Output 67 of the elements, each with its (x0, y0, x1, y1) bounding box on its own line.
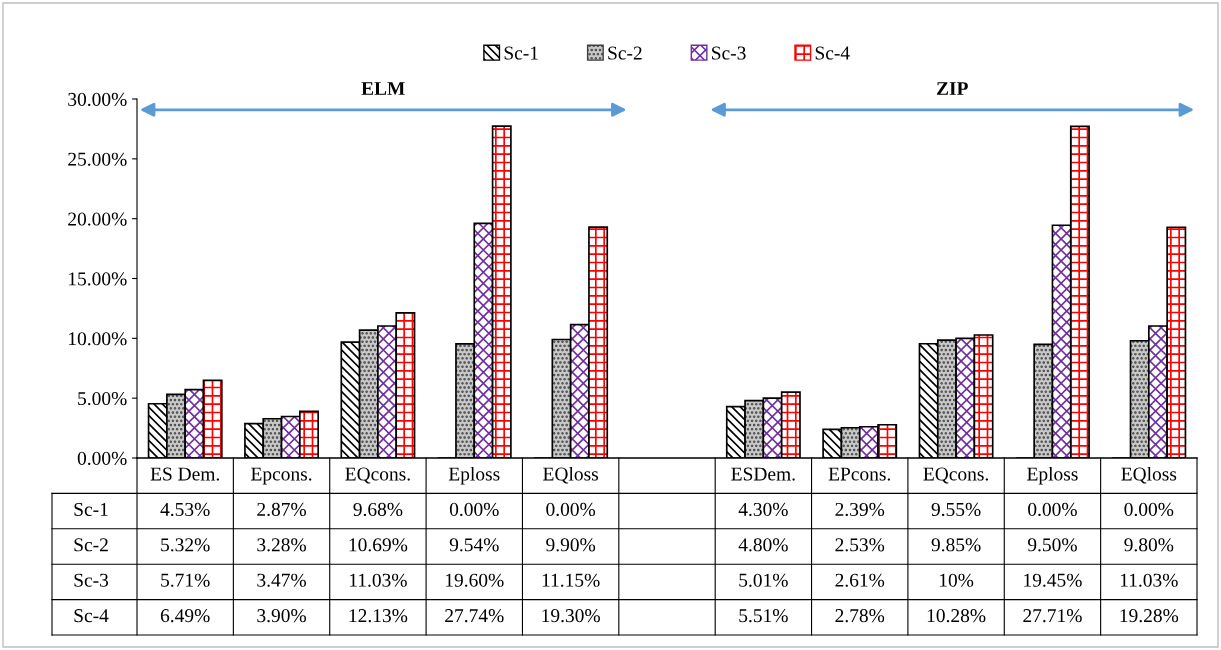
data-label: 0.00% (449, 502, 499, 517)
legend-label: Sc-4 (815, 46, 850, 60)
x-tick-label: EPcons. (828, 467, 891, 481)
x-tick-label: EQloss (1121, 466, 1177, 484)
data-label: 9.90% (546, 538, 596, 552)
data-label: 3.90% (257, 609, 306, 623)
data-label: 9.55% (931, 502, 981, 517)
data-label: 5.32% (161, 538, 210, 552)
data-label: 5.71% (161, 573, 210, 587)
x-tick-label: EQcons. (345, 467, 410, 484)
data-label: 10.69% (349, 538, 408, 552)
data-label: 0.00% (546, 502, 596, 517)
data-label: 19.45% (1024, 573, 1082, 587)
data-label: 19.30% (542, 609, 600, 623)
data-label: 2.39% (835, 502, 885, 517)
data-label: 11.03% (350, 573, 407, 587)
data-label: 4.30% (738, 502, 788, 517)
x-tick-label: EQloss (543, 466, 599, 484)
data-label: 0.00% (1028, 502, 1077, 517)
data-label: 9.54% (449, 538, 499, 552)
data-label: 3.28% (257, 538, 306, 552)
legend-label: Sc-3 (712, 46, 746, 60)
legend-label: Sc-1 (504, 46, 538, 60)
y-tick-label: 0.00% (77, 451, 127, 466)
data-label: 10.28% (927, 609, 986, 623)
x-tick-label: Eploss (448, 466, 500, 485)
data-label: 10% (939, 573, 974, 587)
x-tick-label: Epcons. (251, 467, 312, 485)
y-tick-label: 30.00% (68, 92, 127, 107)
text: Sc-3 (74, 573, 109, 587)
data-label: 19.60% (446, 573, 504, 587)
y-tick-label: 20.00% (68, 212, 127, 226)
legend-label: Sc-2 (608, 46, 642, 60)
data-label: 4.80% (738, 538, 788, 552)
text: ZIP (936, 82, 968, 95)
data-label: 12.13% (349, 609, 408, 623)
data-label: 9.85% (931, 538, 981, 552)
x-tick-label: ESDem. (731, 467, 795, 481)
data-label: 27.74% (445, 609, 504, 623)
text: Sc-4 (74, 609, 109, 623)
data-label: 2.78% (835, 609, 885, 623)
data-label: 11.15% (542, 573, 600, 587)
data-label: 27.71% (1023, 609, 1082, 623)
x-tick-label: Eploss (1027, 466, 1078, 485)
y-tick-label: 10.00% (69, 332, 127, 346)
x-tick-label: EQcons. (923, 467, 989, 484)
data-label: 2.87% (257, 502, 306, 517)
data-label: 5.01% (739, 573, 788, 587)
text: Sc-1 (74, 502, 108, 516)
y-tick-label: 15.00% (69, 272, 127, 286)
data-label: 4.53% (160, 502, 210, 517)
data-label: 9.50% (1027, 538, 1077, 552)
text: ELM (361, 82, 405, 95)
y-tick-label: 5.00% (78, 391, 127, 406)
data-label: 3.47% (257, 573, 306, 587)
data-label: 9.80% (1124, 538, 1174, 552)
data-label: 5.51% (739, 609, 788, 623)
data-label: 2.61% (835, 573, 885, 587)
data-label: 0.00% (1124, 502, 1174, 517)
data-label: 6.49% (160, 609, 210, 623)
data-label: 9.68% (353, 502, 403, 517)
y-tick-label: 25.00% (68, 152, 127, 166)
data-label: 19.28% (1120, 609, 1179, 623)
text: Sc-2 (74, 538, 108, 552)
x-tick-label: ES Dem. (150, 467, 220, 481)
data-label: 2.53% (835, 538, 885, 552)
data-label: 11.03% (1120, 573, 1178, 587)
